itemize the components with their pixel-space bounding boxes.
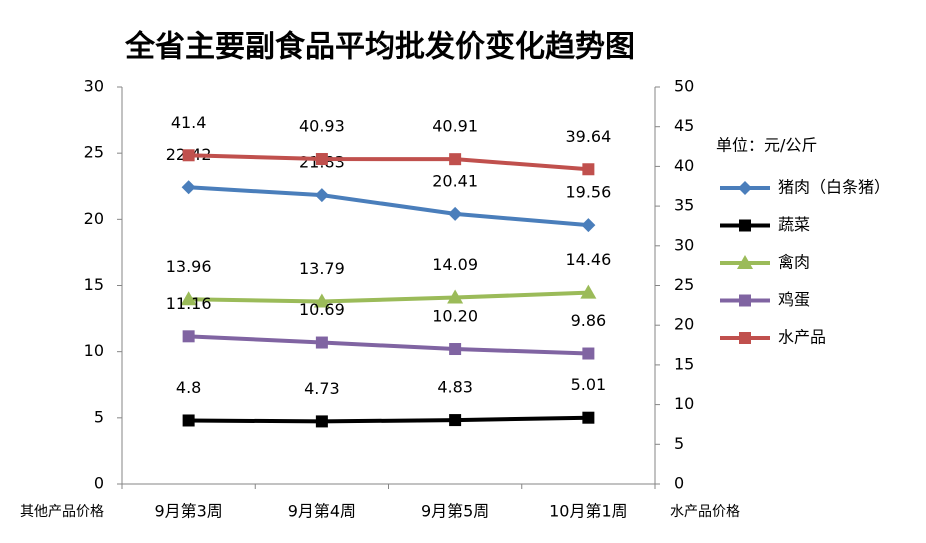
data-point <box>447 289 464 304</box>
y-tick-label: 25 <box>84 143 104 162</box>
x-tick-label: 9月第3周 <box>154 502 222 521</box>
data-point <box>182 414 195 427</box>
y2-tick-label: 5 <box>674 434 684 453</box>
data-point <box>449 414 462 427</box>
legend-label: 水产品 <box>778 328 826 347</box>
y-tick-label: 10 <box>84 341 104 360</box>
data-label: 40.93 <box>299 117 345 136</box>
data-point <box>182 330 195 343</box>
y2-tick-label: 30 <box>674 235 694 254</box>
series-line <box>188 290 589 304</box>
series-line <box>188 334 589 356</box>
data-label: 14.46 <box>565 250 611 269</box>
legend-title: 单位：元/公斤 <box>716 136 817 155</box>
data-label: 19.56 <box>565 183 611 202</box>
legend-label: 蔬菜 <box>778 215 810 234</box>
y2-tick-label: 50 <box>674 77 694 96</box>
data-point <box>181 180 196 195</box>
data-point <box>315 336 328 349</box>
legend-marker <box>737 255 753 269</box>
x-tick-label: 9月第4周 <box>288 502 356 521</box>
data-point <box>182 149 195 162</box>
data-point <box>448 206 463 221</box>
legend-label: 禽肉 <box>778 253 810 272</box>
y2-tick-label: 0 <box>674 474 684 493</box>
data-point <box>582 411 595 424</box>
data-label: 39.64 <box>565 127 611 146</box>
legend-marker <box>739 294 751 307</box>
data-label: 14.09 <box>432 255 478 274</box>
data-point <box>580 284 597 299</box>
y-tick-label: 0 <box>94 474 104 493</box>
data-label: 13.79 <box>299 259 345 278</box>
y-tick-label: 30 <box>84 77 104 96</box>
data-label: 4.83 <box>437 378 473 397</box>
legend-marker <box>739 332 751 344</box>
data-label: 10.69 <box>299 300 345 319</box>
y-tick-label: 20 <box>84 209 104 228</box>
data-point <box>313 293 330 308</box>
data-label: 9.86 <box>571 311 607 330</box>
data-point <box>315 415 328 428</box>
y2-axis-label: 水产品价格 <box>670 504 740 520</box>
data-label: 41.4 <box>171 113 207 132</box>
y2-tick-label: 45 <box>674 116 694 135</box>
legend-marker <box>739 219 751 232</box>
series-line <box>188 185 589 228</box>
y-axis-label: 其他产品价格 <box>20 504 104 520</box>
data-point <box>315 153 328 166</box>
data-point <box>449 343 462 356</box>
legend-marker <box>738 181 752 195</box>
data-label: 4.8 <box>176 378 201 397</box>
legend-label: 鸡蛋 <box>778 290 810 309</box>
data-point <box>314 188 329 203</box>
legend-label: 猪肉（白条猪） <box>778 178 890 197</box>
data-label: 20.41 <box>432 171 478 190</box>
x-tick-label: 10月第1周 <box>549 502 628 521</box>
data-point <box>581 218 596 233</box>
data-label: 40.91 <box>432 117 478 136</box>
data-label: 4.73 <box>304 379 340 398</box>
data-label: 11.16 <box>166 294 212 313</box>
y-tick-label: 5 <box>94 407 104 426</box>
data-label: 5.01 <box>571 375 607 394</box>
series-line <box>188 153 589 172</box>
data-point <box>180 291 197 306</box>
x-tick-label: 9月第5周 <box>421 502 489 521</box>
data-point <box>582 347 595 360</box>
y2-tick-label: 10 <box>674 394 694 413</box>
chart-title: 全省主要副食品平均批发价变化趋势图 <box>124 30 635 65</box>
y-tick-label: 15 <box>84 275 104 294</box>
y2-tick-label: 15 <box>674 354 694 373</box>
y2-tick-label: 20 <box>674 315 694 334</box>
y2-tick-label: 25 <box>674 275 694 294</box>
y2-tick-label: 35 <box>674 196 694 215</box>
data-label: 13.96 <box>166 257 212 276</box>
series-line <box>188 415 589 424</box>
data-label: 10.20 <box>432 307 478 326</box>
data-point <box>582 163 595 176</box>
data-point <box>449 153 462 166</box>
y2-tick-label: 40 <box>674 156 694 175</box>
